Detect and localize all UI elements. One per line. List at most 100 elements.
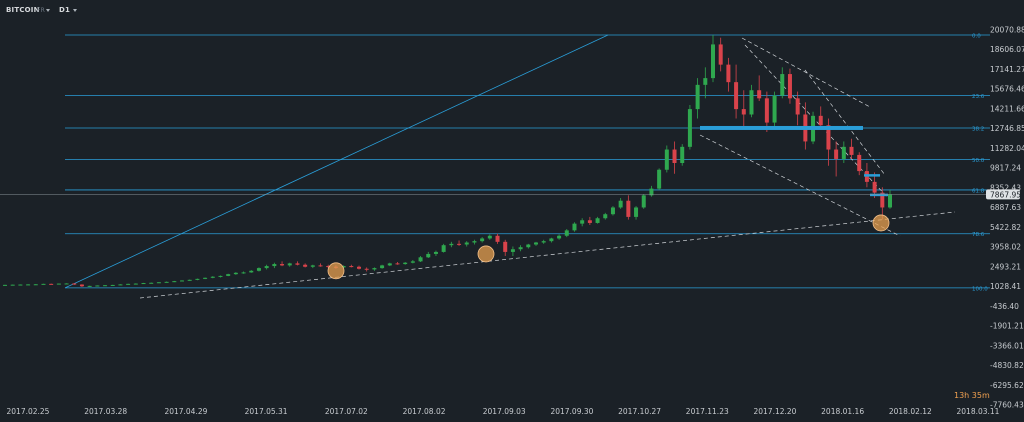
candle-body: [287, 263, 292, 266]
candle-body: [764, 98, 769, 123]
support-trend-line[interactable]: [139, 211, 956, 299]
candle-body: [18, 284, 23, 286]
candle-body: [503, 241, 508, 252]
candle-body: [33, 284, 38, 286]
candle-body: [195, 278, 200, 280]
channel-lower-line[interactable]: [699, 134, 901, 237]
candle-body: [687, 109, 692, 147]
candle-body: [880, 192, 885, 208]
price-tick-label: 11282.04: [990, 144, 1024, 153]
candle-body: [241, 272, 246, 274]
candle-body: [64, 283, 69, 285]
price-tick-label: 12746.85: [990, 124, 1024, 133]
wedge-line[interactable]: [804, 69, 886, 176]
candle-body: [372, 268, 377, 270]
candle-body: [641, 195, 646, 208]
price-tick-label: 6887.63: [990, 203, 1021, 212]
support-touch-circle[interactable]: [327, 262, 345, 280]
price-tick-label: -4830.82: [990, 361, 1024, 370]
candle-body: [780, 74, 785, 96]
candle-body: [226, 274, 231, 276]
date-tick-label: 2017.09.03: [483, 407, 526, 416]
candle-body: [264, 266, 269, 269]
price-tick-label: -1901.21: [990, 322, 1024, 331]
date-tick-label: 2017.05.31: [245, 407, 288, 416]
candle-body: [587, 220, 592, 223]
candle-body: [103, 285, 108, 287]
candle-body: [156, 282, 161, 284]
candle-body: [487, 235, 492, 239]
symbol-label[interactable]: BITCOIN: [6, 6, 40, 14]
candle-body: [357, 266, 361, 269]
resistance-zone-bar[interactable]: [700, 125, 863, 130]
price-tick-label: -7760.43: [990, 401, 1024, 410]
candle-body: [387, 263, 392, 266]
candle-body: [695, 84, 700, 110]
candle-body: [187, 279, 192, 281]
candle-body: [180, 280, 184, 282]
timeframe-label[interactable]: D1: [59, 6, 71, 14]
date-tick-label: 2017.03.28: [84, 407, 127, 416]
candle-body: [110, 284, 115, 286]
candle-body: [495, 235, 500, 242]
candle-body: [149, 282, 154, 284]
candle-body: [572, 223, 577, 231]
support-touch-circle[interactable]: [872, 214, 890, 232]
candle-body: [172, 281, 177, 283]
candle-body: [757, 90, 762, 99]
candle-body: [418, 257, 423, 262]
candle-body: [403, 262, 408, 265]
trend-lines[interactable]: [64, 34, 956, 299]
price-tick-label: 8352.43: [990, 183, 1021, 192]
timeframe-dropdown-icon[interactable]: [73, 9, 77, 12]
candle-body: [610, 207, 615, 215]
trend-line-solid[interactable]: [64, 34, 609, 289]
candle-body: [364, 268, 369, 270]
candle-body: [564, 230, 569, 236]
date-tick-label: 2017.12.20: [753, 407, 796, 416]
fib-level-label: 38.2: [972, 126, 984, 132]
candle-body: [711, 44, 715, 79]
support-touch-circle[interactable]: [477, 245, 495, 263]
candle-body: [133, 283, 138, 285]
candle-body: [526, 244, 531, 248]
candle-body: [657, 169, 662, 189]
candle-body: [326, 266, 331, 268]
channel-upper-line[interactable]: [741, 37, 871, 108]
candle-body: [818, 115, 823, 126]
candle-body: [472, 241, 477, 243]
price-tick-label: 5422.82: [990, 223, 1021, 232]
time-axis[interactable]: 2017.02.25 2017.03.28 2017.04.29 2017.05.31…: [7, 407, 1000, 416]
price-axis[interactable]: 20070.88 18606.07 17141.27 15676.46 14211.66…: [986, 26, 1024, 410]
candle-body: [49, 283, 54, 285]
date-tick-label: 2018.02.12: [889, 407, 932, 416]
candle-body: [672, 149, 677, 164]
candle-body: [203, 277, 208, 279]
level-marker-bar[interactable]: [864, 174, 880, 177]
price-tick-label: 14211.66: [990, 104, 1024, 113]
candle-body: [534, 242, 538, 245]
symbol-dropdown-icon[interactable]: [46, 9, 50, 12]
fib-level-label: 100.0: [972, 286, 988, 292]
candle-body: [303, 264, 308, 267]
candle-body: [795, 98, 800, 115]
candle-body: [841, 146, 846, 159]
candle-body: [349, 266, 354, 268]
level-marker-bar[interactable]: [870, 193, 888, 197]
annotations[interactable]: [0, 125, 990, 280]
candle-body: [603, 214, 608, 219]
date-tick-label: 2018.01.16: [821, 407, 864, 416]
candle-body: [580, 220, 585, 224]
candle-body: [41, 283, 46, 285]
fib-level-label: 0.0: [972, 33, 981, 39]
current-price-label: 7867.95: [990, 190, 1021, 199]
price-tick-label: -436.40: [990, 302, 1019, 311]
price-tick-label: 17141.27: [990, 65, 1024, 74]
candle-body: [295, 263, 300, 265]
candle-body: [518, 247, 523, 250]
candle-body: [680, 146, 685, 164]
candle-body: [3, 284, 7, 286]
candle-body: [218, 275, 223, 277]
candle-body: [510, 249, 515, 252]
